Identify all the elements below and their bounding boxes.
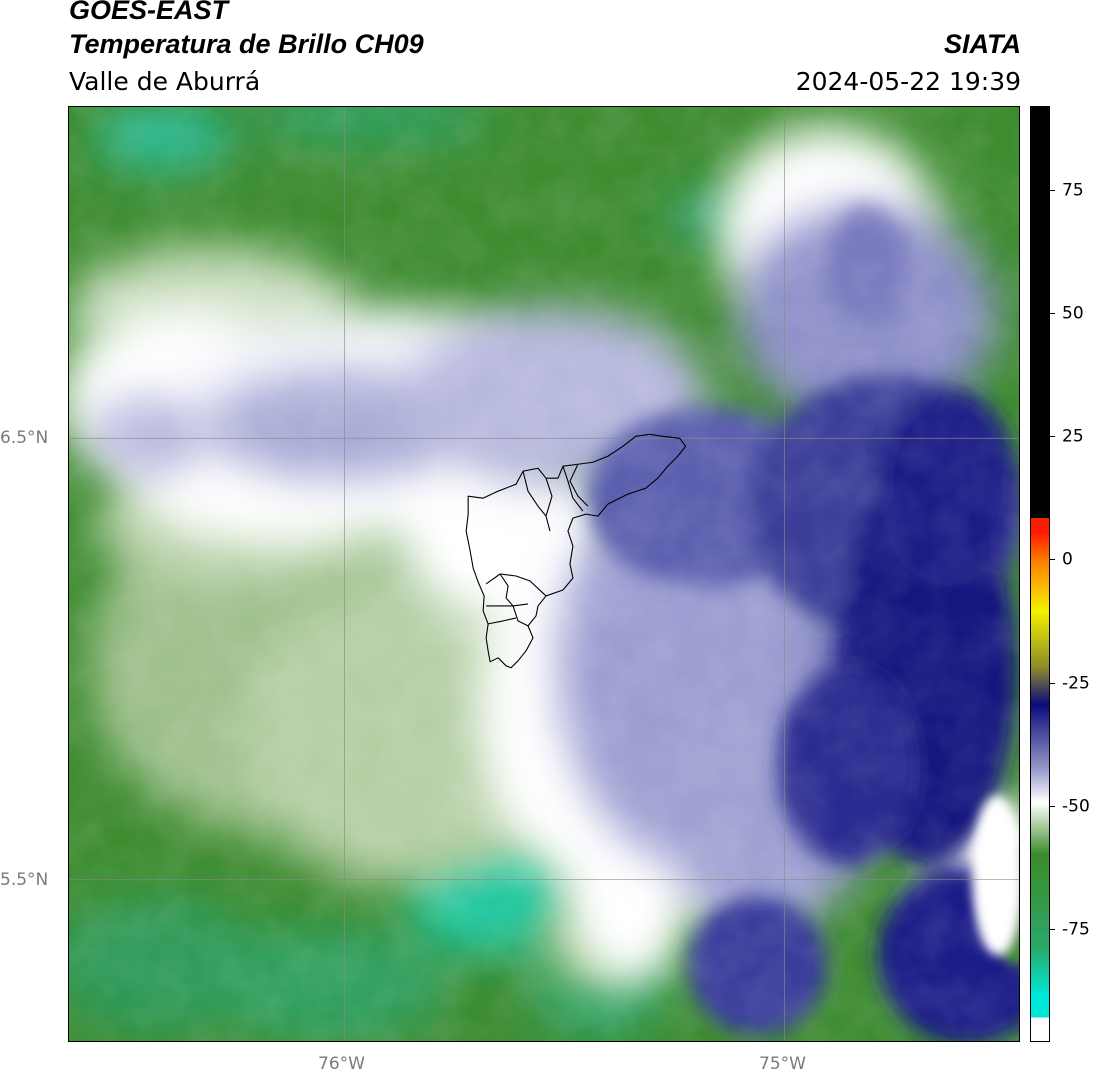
- graticule: [69, 107, 1019, 1041]
- colorbar-tick-minus75: [1049, 929, 1055, 930]
- colorbar-tick-25: [1049, 436, 1055, 437]
- outline-envigado: [499, 573, 529, 607]
- colorbar-label-minus50: -50: [1062, 796, 1090, 817]
- outline-girardota: [562, 466, 584, 512]
- texture-overlay: [69, 107, 1019, 1041]
- outline-bello: [522, 471, 547, 517]
- colorbar: [1030, 106, 1050, 1042]
- outline-barbosa: [545, 478, 553, 532]
- outline-sabaneta: [512, 605, 529, 627]
- colorbar-tick-75: [1049, 190, 1055, 191]
- colorbar-label-minus25: -25: [1062, 673, 1090, 694]
- brightness-temperature-map: [69, 107, 1019, 1041]
- outline-medellin: [485, 573, 547, 597]
- outline-boundary: [465, 433, 687, 669]
- lon-label-75w: 75°W: [759, 1054, 806, 1074]
- outline-la-estrella: [488, 617, 517, 625]
- colorbar-tick-50: [1049, 313, 1055, 314]
- outline-copacabana: [569, 464, 589, 507]
- colorbar-tick-minus50: [1049, 806, 1055, 807]
- title-line2: Temperatura de Brillo CH09: [69, 29, 424, 59]
- colorbar-label-50: 50: [1062, 303, 1084, 324]
- colorbar-label-0: 0: [1062, 549, 1073, 570]
- colorbar-label-minus75: -75: [1062, 919, 1090, 940]
- colorbar-label-75: 75: [1062, 180, 1084, 201]
- colorbar-label-25: 25: [1062, 426, 1084, 447]
- datetime-label: 2024-05-22 19:39: [795, 67, 1021, 96]
- org-label: SIATA: [944, 29, 1021, 59]
- lat-label-5-5: 5.5°N: [0, 870, 49, 890]
- aburra-outline: [465, 433, 687, 669]
- lon-label-76w: 76°W: [318, 1054, 365, 1074]
- title-line1: GOES-EAST: [69, 0, 229, 25]
- subtitle: Valle de Aburrá: [69, 67, 261, 96]
- lat-label-6-5: 6.5°N: [0, 428, 49, 448]
- colorbar-tick-0: [1049, 559, 1055, 560]
- map-panel[interactable]: [68, 106, 1020, 1042]
- colorbar-tick-minus25: [1049, 683, 1055, 684]
